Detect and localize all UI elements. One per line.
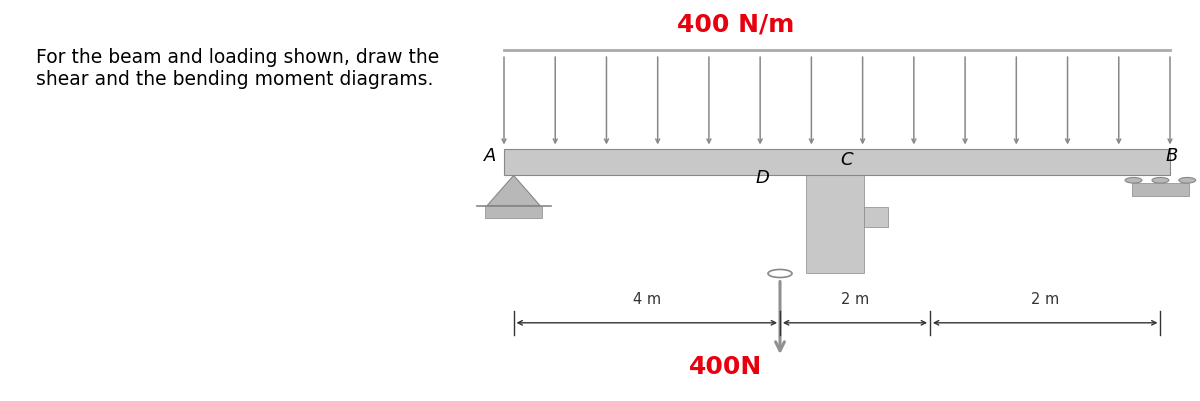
Polygon shape [487,176,540,206]
Text: 2 m: 2 m [841,292,869,307]
FancyBboxPatch shape [806,175,864,273]
Text: For the beam and loading shown, draw the
shear and the bending moment diagrams.: For the beam and loading shown, draw the… [36,48,439,89]
Text: 4 m: 4 m [632,292,661,307]
Circle shape [1152,177,1169,183]
FancyBboxPatch shape [1132,183,1189,196]
Text: A: A [484,147,496,164]
Text: 2 m: 2 m [1031,292,1060,307]
Text: C: C [840,152,853,169]
Text: 400 N/m: 400 N/m [677,12,794,36]
FancyBboxPatch shape [504,150,1170,176]
FancyBboxPatch shape [485,205,542,218]
Circle shape [768,269,792,277]
Text: B: B [1165,147,1177,164]
Text: D: D [756,170,770,187]
FancyBboxPatch shape [864,207,888,227]
Circle shape [1126,177,1142,183]
Circle shape [1178,177,1195,183]
Text: 400N: 400N [689,355,763,379]
